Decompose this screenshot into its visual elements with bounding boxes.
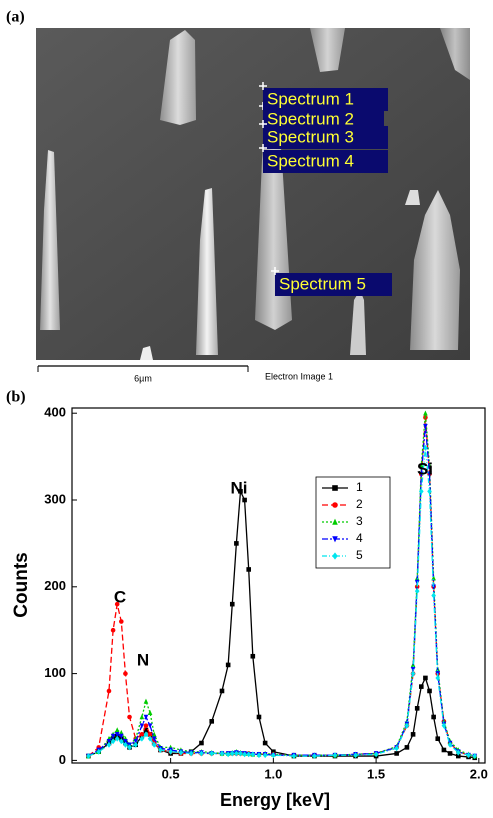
figure: (a) Spectrum 2Spectrum 1 Spectrum 3 Spectr… [0, 0, 493, 813]
marker [405, 745, 410, 750]
panel-label: (b) [6, 389, 26, 406]
annotation: N [137, 650, 149, 669]
marker [209, 719, 214, 724]
x-tick-label: 1.5 [367, 766, 385, 781]
marker [107, 689, 112, 694]
marker [419, 684, 424, 689]
annotation: Si [417, 459, 433, 478]
marker [148, 723, 153, 728]
spectrum-label: Spectrum 1 [267, 89, 354, 108]
spectrum-label: Spectrum 2 [267, 109, 354, 128]
legend-label: 5 [356, 548, 363, 562]
marker [144, 723, 149, 728]
marker [263, 741, 268, 746]
marker [415, 706, 420, 711]
marker [427, 689, 432, 694]
marker [411, 671, 416, 677]
marker [332, 485, 338, 491]
page: (a) Spectrum 2Spectrum 1 Spectrum 3 Spectr… [0, 0, 493, 818]
marker [411, 732, 416, 737]
marker [220, 689, 225, 694]
y-tick-label: 0 [59, 752, 66, 767]
marker [144, 699, 149, 704]
y-axis-label: Counts [11, 552, 32, 617]
marker [394, 751, 399, 756]
spectrum-label: Spectrum 3 [267, 127, 354, 146]
marker [148, 710, 153, 715]
marker [332, 502, 338, 508]
marker [111, 628, 116, 633]
marker [123, 671, 128, 676]
marker [427, 488, 432, 494]
x-tick-label: 2.0 [470, 766, 488, 781]
y-tick-label: 200 [44, 578, 66, 593]
legend-label: 2 [356, 497, 363, 511]
marker [435, 736, 440, 741]
marker [140, 723, 145, 728]
marker [257, 715, 262, 720]
marker [415, 588, 420, 594]
y-tick-label: 100 [44, 665, 66, 680]
legend: 1 2 3 4 5 [316, 477, 390, 568]
x-axis-label: Energy [keV] [220, 790, 330, 810]
marker [442, 748, 447, 753]
marker [226, 663, 231, 668]
marker [431, 592, 436, 598]
spectrum-label: Spectrum 4 [267, 151, 354, 170]
y-tick-label: 400 [44, 405, 66, 420]
annotation: C [114, 587, 126, 606]
marker [127, 715, 132, 720]
legend-label: 1 [356, 480, 363, 494]
marker [251, 654, 256, 659]
image-label: Electron Image 1 [265, 371, 333, 381]
annotation: Ni [231, 478, 248, 497]
x-tick-label: 0.5 [162, 766, 180, 781]
y-tick-label: 300 [44, 491, 66, 506]
marker [448, 751, 453, 756]
marker [423, 676, 428, 681]
legend-label: 3 [356, 514, 363, 528]
scale-bar-label: 6µm [134, 373, 152, 383]
series [86, 445, 477, 759]
marker [119, 619, 124, 624]
legend-label: 4 [356, 531, 363, 545]
spectrum-label: Spectrum 5 [279, 274, 366, 293]
marker [140, 714, 145, 719]
marker [115, 727, 120, 732]
marker [199, 741, 204, 746]
panel-label: (a) [6, 9, 25, 26]
x-tick-label: 1.0 [264, 766, 282, 781]
sem-image [36, 28, 470, 360]
marker [230, 602, 235, 607]
marker [246, 567, 251, 572]
marker [242, 498, 247, 503]
marker [234, 541, 239, 546]
marker [423, 410, 428, 415]
marker [431, 715, 436, 720]
